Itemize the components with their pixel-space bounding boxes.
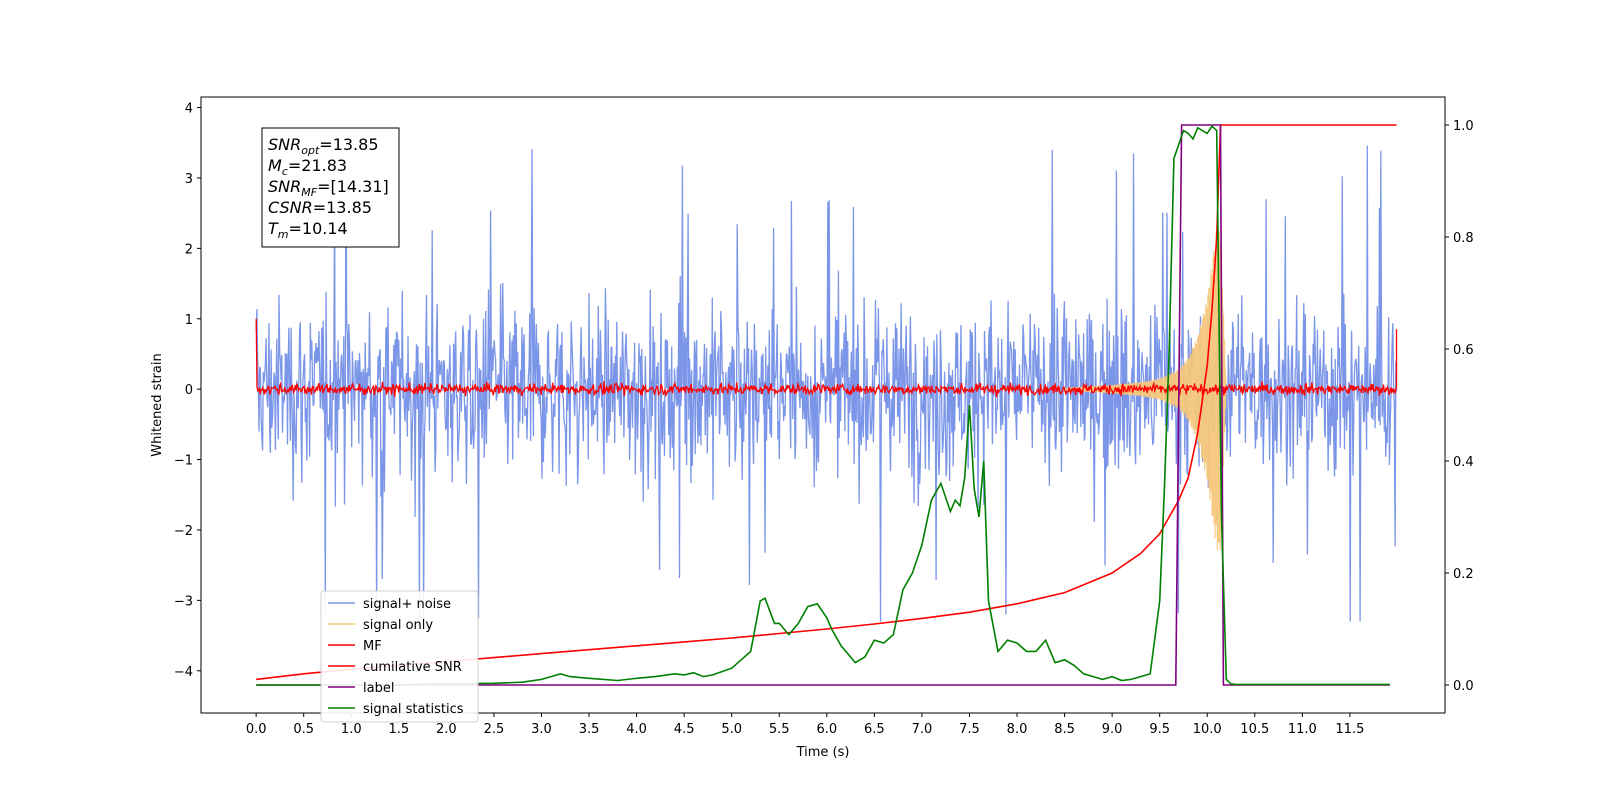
legend-frame [320,590,479,723]
x-tick-label: 11.5 [1335,722,1364,737]
info-line: Mc=21.83 [268,156,347,178]
y-left-tick-label: 0 [185,383,193,398]
legend-label: signal statistics [363,702,464,717]
y-right-tick-label: 0.6 [1453,343,1474,358]
info-sub: c [282,165,288,178]
x-axis-ticks: 0.0 0.5 1.0 1.5 2.0 2.5 3.0 3.5 4.0 4.5 5.0 5.5 6.0 6… [246,713,1364,737]
info-line: SNRopt=13.85 [268,135,379,157]
y-right-tick-label: 0.0 [1453,679,1474,694]
plot-frame [200,96,1446,714]
info-box-frame [261,127,400,248]
info-base: SNR [268,177,301,196]
x-tick-label: 9.5 [1149,722,1170,737]
x-tick-label: 10.0 [1193,722,1222,737]
info-base: T [268,219,279,238]
legend-label: signal+ noise [363,597,451,612]
y-axis-label: Whitened strain [150,353,165,456]
x-tick-label: 2.0 [436,722,457,737]
series-signal-statistics [256,124,1390,686]
y-left-tick-label: 4 [185,102,193,117]
y-axis-right-ticks: 1.0 0.8 0.6 0.4 0.2 0.0 [1445,119,1474,694]
info-base: M [268,156,282,175]
info-value: =10.14 [289,219,348,238]
x-tick-label: 1.5 [388,722,409,737]
x-tick-label: 5.5 [769,722,790,737]
y-right-tick-label: 1.0 [1453,119,1474,134]
x-tick-label: 8.0 [1007,722,1028,737]
info-value: =13.85 [319,135,378,154]
x-tick-label: 3.5 [579,722,600,737]
x-tick-label: 7.5 [959,722,980,737]
legend-label: cumilative SNR [363,660,462,675]
legend-label: MF [363,639,382,654]
x-tick-label: 4.0 [626,722,647,737]
y-right-tick-label: 0.4 [1453,455,1474,470]
series-mf [255,318,1398,398]
x-tick-label: 6.5 [864,722,885,737]
x-tick-label: 4.5 [674,722,695,737]
info-base: CSNR [268,198,313,217]
series-cumilative-snr [256,124,1397,681]
y-right-tick-label: 0.2 [1453,567,1474,582]
y-left-tick-label: −2 [174,524,193,539]
y-left-tick-label: 3 [185,172,193,187]
info-line: SNRMF=[14.31] [268,177,389,199]
info-value: =[14.31] [317,177,389,196]
info-value: =21.83 [288,156,347,175]
y-left-tick-label: −1 [174,454,193,469]
x-tick-label: 2.5 [484,722,505,737]
x-axis-label: Time (s) [796,745,850,760]
series-layer [255,124,1398,686]
x-tick-label: 7.0 [912,722,933,737]
y-axis-left-ticks: 4 3 2 1 0 −1 −2 −3 −4 [174,102,201,680]
x-tick-label: 0.0 [246,722,267,737]
x-tick-label: 10.5 [1240,722,1269,737]
x-tick-label: 6.0 [816,722,837,737]
x-tick-label: 5.0 [721,722,742,737]
info-sub: opt [301,144,320,157]
info-sub: MF [301,186,317,199]
info-sub: m [278,228,289,241]
info-line: Tm=10.14 [268,219,348,241]
y-left-tick-label: 1 [185,313,193,328]
x-tick-label: 9.0 [1102,722,1123,737]
legend-label: signal only [363,618,433,633]
y-left-tick-label: 2 [185,242,193,257]
info-box: SNRopt=13.85Mc=21.83SNRMF=[14.31]CSNR=13… [261,127,400,248]
legend: signal+ noise signal only MF cumilative SNR… [320,590,479,723]
legend-label: label [363,681,394,696]
x-tick-label: 3.0 [531,722,552,737]
y-right-tick-label: 0.8 [1453,231,1474,246]
x-tick-label: 8.5 [1054,722,1075,737]
info-line: CSNR=13.85 [268,198,372,217]
y-left-tick-label: −3 [174,594,193,609]
info-value: =13.85 [313,198,372,217]
x-tick-label: 11.0 [1288,722,1317,737]
info-base: SNR [268,135,301,154]
y-left-tick-label: −4 [174,665,193,680]
x-tick-label: 1.0 [341,722,362,737]
x-tick-label: 0.5 [293,722,314,737]
